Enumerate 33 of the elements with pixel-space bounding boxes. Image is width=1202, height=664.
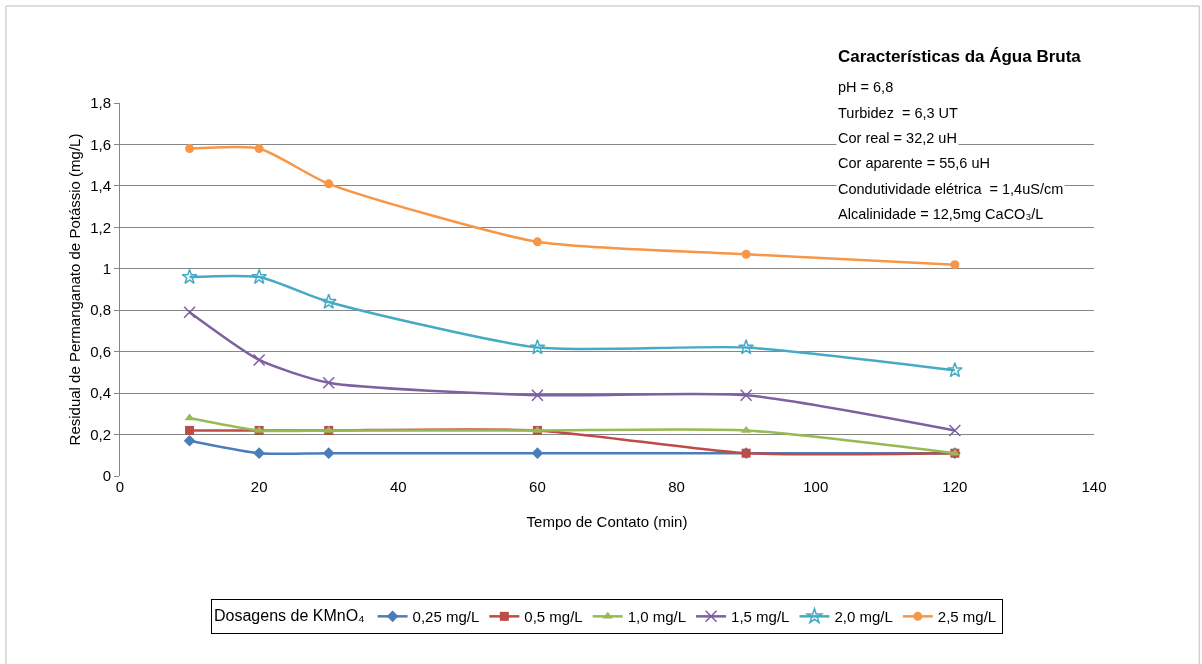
x-tick-label: 0 (115, 478, 125, 495)
y-tick-label: 0,6 (90, 342, 111, 360)
y-tick-label: 0,4 (90, 384, 111, 402)
text: pH = 6,8 (838, 79, 894, 95)
x-tick-label: 100 (803, 478, 829, 495)
legend-label: 2,5 mg/L (937, 608, 997, 626)
legend-title: Dosagens de KMnO₄ (214, 606, 365, 624)
y-tick-label: 1 (102, 260, 111, 278)
x-tick-label: 140 (1081, 478, 1107, 495)
annotation: Cor aparente = 55,6 uH (838, 155, 990, 171)
annotation: Alcalinidade = 12,5mg CaCO₃/L (838, 206, 1044, 222)
x-tick-label: 40 (389, 478, 407, 495)
y-axis-title: Residual de Permanganato de Potássio (mg/L) (66, 133, 83, 446)
annotation: Cor real = 32,2 uH (838, 130, 957, 146)
y-tick-label: 0,2 (90, 425, 111, 443)
x-tick-label: 120 (942, 478, 968, 495)
x-axis-title: Tempo de Contato (min) (526, 513, 688, 530)
y-tick-label: 0,8 (90, 301, 111, 319)
annotation: Condutividade elétrica = 1,4uS/cm (838, 181, 1064, 197)
y-tick-label: 1,4 (90, 177, 111, 195)
y-tick-label: 1,2 (90, 218, 111, 236)
legend-label: 1,5 mg/L (731, 608, 790, 626)
legend-label: 0,25 mg/L (412, 608, 480, 626)
legend-label: 1,0 mg/L (627, 608, 687, 626)
x-tick-label: 60 (529, 478, 546, 495)
annotation: Turbidez = 6,3 UT (838, 105, 959, 121)
x-tick-label: 80 (668, 478, 685, 495)
y-tick-label: 1,8 (90, 94, 111, 112)
legend-label: 2,0 mg/L (834, 608, 893, 626)
text: Características da Água Bruta (838, 47, 1082, 66)
legend-label: 0,5 mg/L (524, 608, 583, 626)
y-tick-label: 1,6 (90, 135, 111, 153)
x-tick-label: 20 (250, 478, 268, 495)
